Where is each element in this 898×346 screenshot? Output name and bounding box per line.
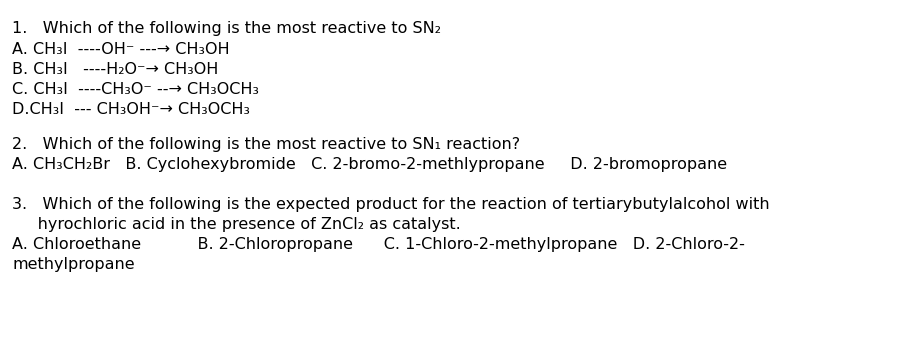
Text: A. CH₃I  ----OH⁻ ---→ CH₃OH: A. CH₃I ----OH⁻ ---→ CH₃OH <box>12 42 230 56</box>
Text: B. CH₃I   ----H₂O⁻→ CH₃OH: B. CH₃I ----H₂O⁻→ CH₃OH <box>12 62 218 76</box>
Text: A. Chloroethane           B. 2-Chloropropane      C. 1-Chloro-2-methylpropane   : A. Chloroethane B. 2-Chloropropane C. 1-… <box>12 237 744 252</box>
Text: 2.   Which of the following is the most reactive to SN₁ reaction?: 2. Which of the following is the most re… <box>12 137 520 152</box>
Text: 1.   Which of the following is the most reactive to SN₂: 1. Which of the following is the most re… <box>12 21 441 36</box>
Text: hyrochloric acid in the presence of ZnCl₂ as catalyst.: hyrochloric acid in the presence of ZnCl… <box>12 217 461 231</box>
Text: 3.   Which of the following is the expected product for the reaction of tertiary: 3. Which of the following is the expecte… <box>12 197 770 211</box>
Text: methylpropane: methylpropane <box>12 256 135 272</box>
Text: C. CH₃I  ----CH₃O⁻ --→ CH₃OCH₃: C. CH₃I ----CH₃O⁻ --→ CH₃OCH₃ <box>12 82 259 97</box>
Text: D.CH₃I  --- CH₃OH⁻→ CH₃OCH₃: D.CH₃I --- CH₃OH⁻→ CH₃OCH₃ <box>12 101 250 117</box>
Text: A. CH₃CH₂Br   B. Cyclohexybromide   C. 2-bromo-2-methlypropane     D. 2-bromopro: A. CH₃CH₂Br B. Cyclohexybromide C. 2-bro… <box>12 156 727 172</box>
